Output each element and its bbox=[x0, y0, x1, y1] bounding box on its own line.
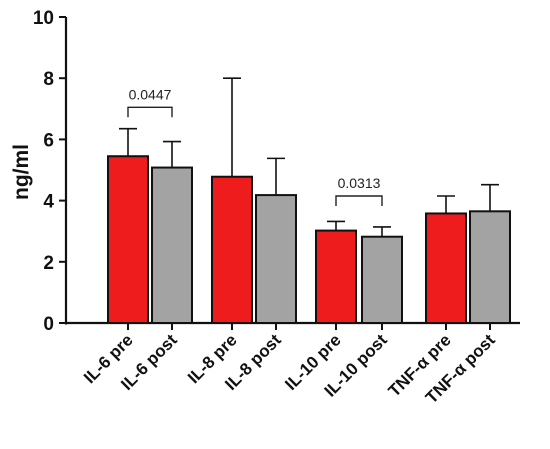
bar-2 bbox=[211, 175, 253, 324]
chart-bars bbox=[107, 155, 511, 324]
significance-bracket bbox=[127, 106, 173, 118]
chart-annotations: 0.0447 0.0313 bbox=[127, 86, 383, 207]
bar-4 bbox=[315, 229, 357, 324]
y-axis-label: ng/ml bbox=[10, 144, 33, 200]
bar-5 bbox=[361, 235, 403, 324]
bar-6 bbox=[425, 212, 467, 324]
y-tick-label: 10 bbox=[33, 8, 54, 29]
p-value-label: 0.0313 bbox=[338, 175, 381, 191]
p-value-label: 0.0447 bbox=[129, 86, 172, 102]
bar-3 bbox=[255, 194, 297, 324]
y-tick-label: 6 bbox=[43, 130, 54, 151]
chart-error-bars bbox=[119, 77, 499, 237]
y-tick-label: 8 bbox=[43, 69, 54, 90]
y-tick-label: 2 bbox=[43, 253, 54, 274]
significance-bracket bbox=[335, 195, 383, 207]
bar-1 bbox=[151, 166, 193, 324]
y-tick-label: 4 bbox=[43, 192, 54, 213]
bar-7 bbox=[469, 210, 511, 324]
y-tick-label: 0 bbox=[43, 314, 54, 335]
bar-0 bbox=[107, 155, 149, 324]
